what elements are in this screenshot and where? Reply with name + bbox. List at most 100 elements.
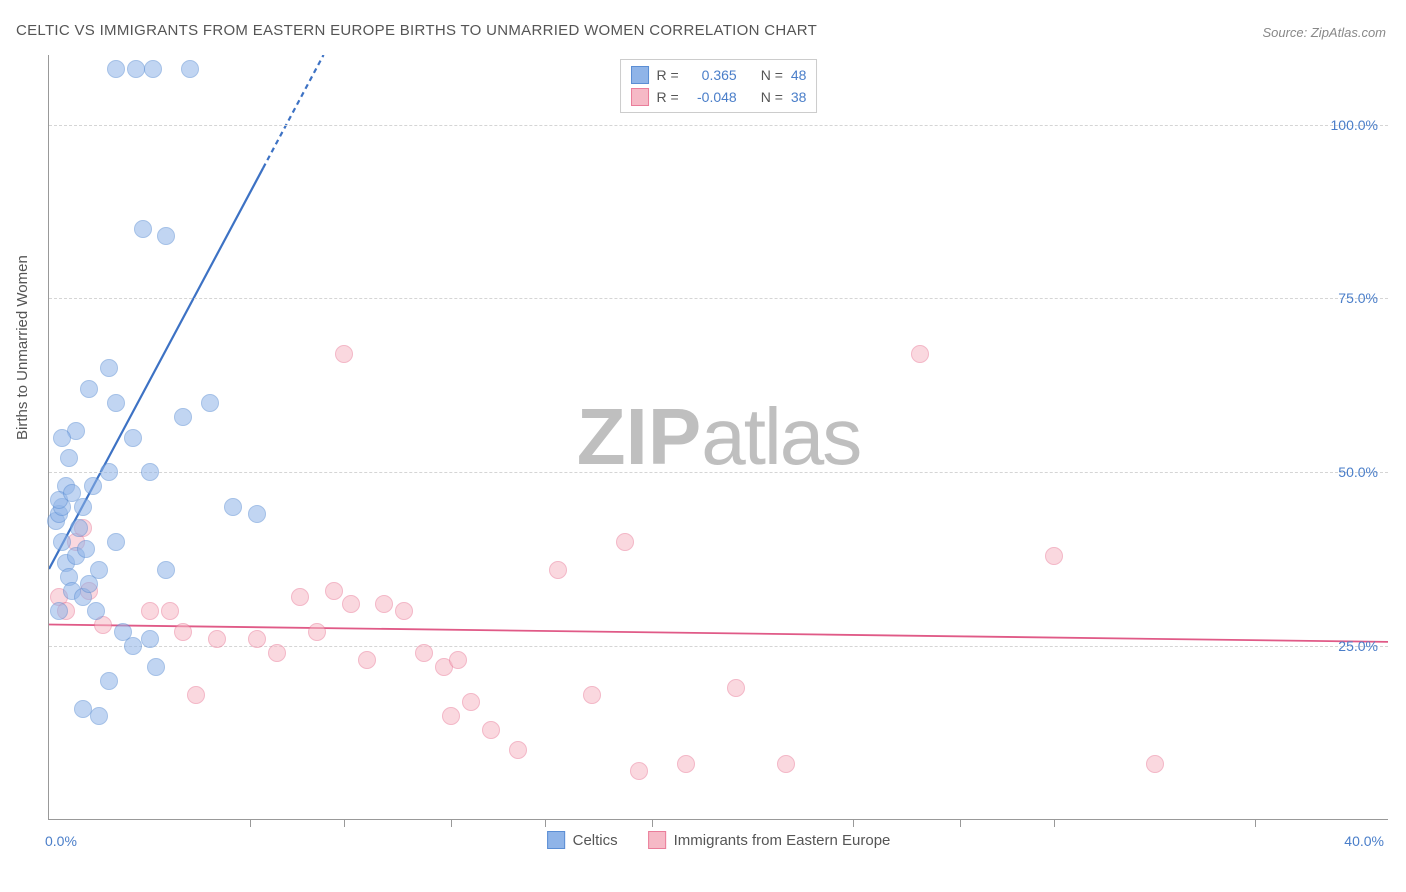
data-point-pink: [509, 741, 527, 759]
n-value-pink: 38: [791, 89, 807, 105]
data-point-pink: [395, 602, 413, 620]
data-point-blue: [63, 484, 81, 502]
data-point-blue: [127, 60, 145, 78]
data-point-pink: [630, 762, 648, 780]
y-axis-title: Births to Unmarried Women: [14, 255, 31, 440]
gridline-h: [49, 298, 1388, 299]
r-label-pink: R =: [657, 89, 679, 105]
data-point-pink: [911, 345, 929, 363]
watermark: ZIPatlas: [577, 391, 860, 483]
x-minor-tick: [652, 819, 653, 827]
data-point-blue: [90, 707, 108, 725]
data-point-blue: [60, 449, 78, 467]
x-tick-label: 40.0%: [1344, 833, 1384, 849]
data-point-pink: [415, 644, 433, 662]
legend-item-blue: Celtics: [547, 831, 618, 849]
y-tick-label: 25.0%: [1338, 638, 1378, 654]
data-point-blue: [224, 498, 242, 516]
data-point-blue: [87, 602, 105, 620]
data-point-blue: [107, 394, 125, 412]
x-minor-tick: [1255, 819, 1256, 827]
data-point-blue: [50, 602, 68, 620]
data-point-blue: [77, 540, 95, 558]
data-point-blue: [53, 533, 71, 551]
y-tick-label: 50.0%: [1338, 464, 1378, 480]
correlation-row-blue: R = 0.365 N = 48: [631, 64, 807, 86]
data-point-pink: [291, 588, 309, 606]
data-point-pink: [462, 693, 480, 711]
data-point-pink: [335, 345, 353, 363]
data-point-pink: [325, 582, 343, 600]
x-tick-label: 0.0%: [45, 833, 77, 849]
data-point-pink: [248, 630, 266, 648]
data-point-blue: [80, 380, 98, 398]
y-tick-label: 75.0%: [1338, 290, 1378, 306]
data-point-blue: [124, 429, 142, 447]
data-point-pink: [583, 686, 601, 704]
data-point-blue: [100, 672, 118, 690]
data-point-blue: [157, 561, 175, 579]
data-point-blue: [74, 700, 92, 718]
n-value-blue: 48: [791, 67, 807, 83]
x-minor-tick: [344, 819, 345, 827]
data-point-blue: [181, 60, 199, 78]
data-point-pink: [549, 561, 567, 579]
swatch-pink: [631, 88, 649, 106]
r-label-blue: R =: [657, 67, 679, 83]
data-point-pink: [174, 623, 192, 641]
data-point-blue: [141, 630, 159, 648]
correlation-legend: R = 0.365 N = 48 R = -0.048 N = 38: [620, 59, 818, 113]
data-point-blue: [144, 60, 162, 78]
x-minor-tick: [250, 819, 251, 827]
x-minor-tick: [451, 819, 452, 827]
data-point-pink: [677, 755, 695, 773]
data-point-blue: [100, 359, 118, 377]
data-point-pink: [449, 651, 467, 669]
data-point-blue: [84, 477, 102, 495]
data-point-pink: [727, 679, 745, 697]
data-point-pink: [1146, 755, 1164, 773]
r-value-pink: -0.048: [687, 89, 737, 105]
watermark-suffix: atlas: [701, 392, 860, 481]
x-minor-tick: [545, 819, 546, 827]
legend-label-pink: Immigrants from Eastern Europe: [674, 832, 891, 849]
x-minor-tick: [960, 819, 961, 827]
data-point-blue: [134, 220, 152, 238]
data-point-pink: [268, 644, 286, 662]
data-point-pink: [482, 721, 500, 739]
data-point-blue: [124, 637, 142, 655]
data-point-blue: [141, 463, 159, 481]
data-point-pink: [442, 707, 460, 725]
data-point-pink: [375, 595, 393, 613]
data-point-blue: [100, 463, 118, 481]
y-tick-label: 100.0%: [1331, 117, 1378, 133]
data-point-pink: [208, 630, 226, 648]
data-point-blue: [70, 519, 88, 537]
legend-label-blue: Celtics: [573, 832, 618, 849]
series-legend: Celtics Immigrants from Eastern Europe: [547, 831, 891, 849]
gridline-h: [49, 472, 1388, 473]
x-minor-tick: [853, 819, 854, 827]
data-point-pink: [161, 602, 179, 620]
r-value-blue: 0.365: [687, 67, 737, 83]
data-point-blue: [107, 533, 125, 551]
legend-item-pink: Immigrants from Eastern Europe: [648, 831, 891, 849]
data-point-blue: [90, 561, 108, 579]
swatch-blue-bottom: [547, 831, 565, 849]
data-point-blue: [157, 227, 175, 245]
gridline-h: [49, 646, 1388, 647]
data-point-pink: [342, 595, 360, 613]
swatch-blue: [631, 66, 649, 84]
data-point-pink: [1045, 547, 1063, 565]
data-point-pink: [616, 533, 634, 551]
n-label-pink: N =: [761, 89, 783, 105]
data-point-blue: [201, 394, 219, 412]
trend-lines: [49, 55, 1388, 819]
data-point-pink: [308, 623, 326, 641]
data-point-pink: [358, 651, 376, 669]
gridline-h: [49, 125, 1388, 126]
data-point-pink: [141, 602, 159, 620]
data-point-pink: [187, 686, 205, 704]
plot-area: ZIPatlas R = 0.365 N = 48 R = -0.048 N =…: [48, 55, 1388, 820]
n-label-blue: N =: [761, 67, 783, 83]
